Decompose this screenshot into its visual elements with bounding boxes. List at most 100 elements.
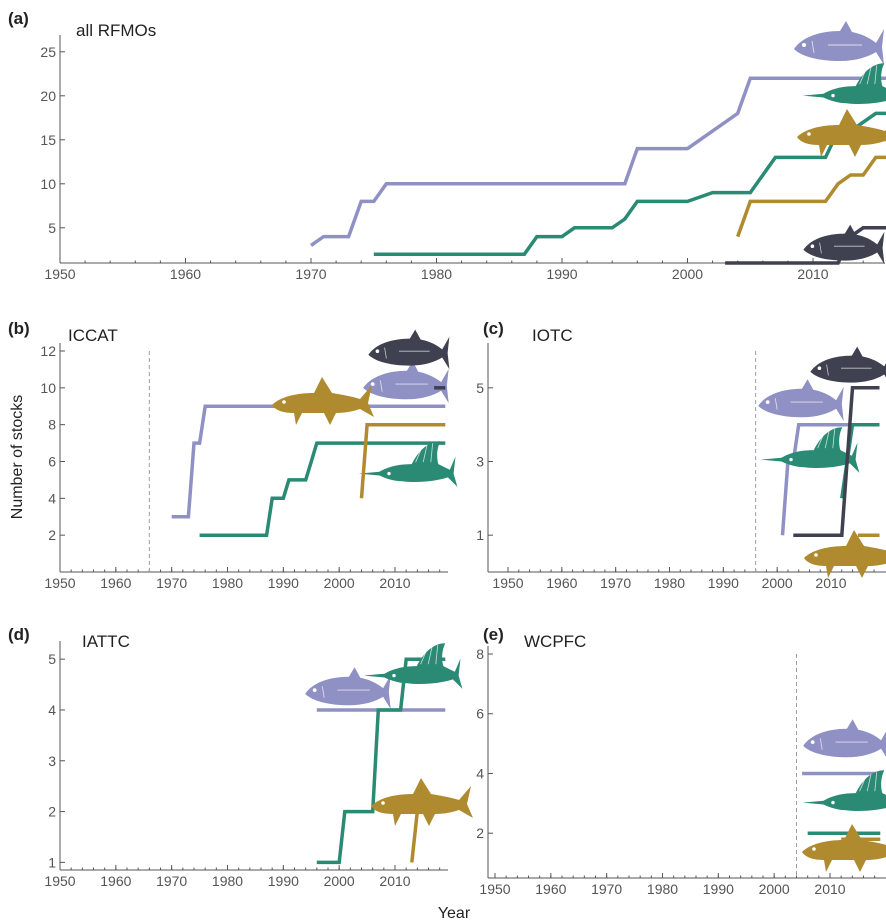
- tuna-icon: [803, 719, 886, 758]
- x-tick-label: 2010: [815, 575, 846, 591]
- shark-icon: [272, 377, 374, 425]
- panel-title: IATTC: [82, 632, 130, 651]
- panel-title: WCPFC: [524, 632, 586, 651]
- series-line-billfishes: [199, 441, 446, 537]
- series-line-sharks: [736, 155, 886, 238]
- sailfish-icon: [802, 770, 886, 811]
- tuna-icon: [803, 224, 885, 265]
- y-tick-label: 2: [48, 527, 56, 543]
- y-tick-label: 3: [48, 753, 56, 769]
- panel-title: all RFMOs: [76, 21, 156, 40]
- y-tick-label: 5: [48, 220, 56, 236]
- x-tick-label: 1960: [100, 873, 131, 889]
- tuna-icon: [305, 667, 391, 710]
- series-group: [309, 21, 886, 265]
- series-group: [171, 329, 458, 537]
- series-line-tunas: [309, 76, 886, 247]
- x-tick-label: 1980: [647, 881, 678, 897]
- y-tick-label: 20: [40, 88, 56, 104]
- x-tick-label: 2010: [379, 575, 410, 591]
- x-tick-label: 1960: [535, 881, 566, 897]
- y-tick-label: 2: [48, 804, 56, 820]
- y-tick-label: 6: [48, 454, 56, 470]
- series-line-tunas: [171, 404, 446, 519]
- x-tick-label: 1970: [600, 575, 631, 591]
- y-tick-label: 10: [40, 380, 56, 396]
- x-tick-label: 2000: [762, 575, 793, 591]
- x-tick-label: 1950: [44, 575, 75, 591]
- panel-c: (c) IOTC 1950 1960 1970 1980 1990 2000 2010 1 3 5: [476, 319, 886, 591]
- x-tick-label: 1980: [654, 575, 685, 591]
- x-tick-label: 1950: [44, 873, 75, 889]
- x-tick-label: 1970: [156, 575, 187, 591]
- series-line-dark: [793, 386, 880, 537]
- x-tick-label: 1990: [268, 873, 299, 889]
- series-group: [305, 643, 473, 865]
- x-tick-label: 1960: [170, 266, 201, 282]
- panel-label: (b): [8, 319, 30, 338]
- x-tick-label: 1960: [100, 575, 131, 591]
- x-tick-label: 1990: [268, 575, 299, 591]
- y-tick-label: 12: [40, 343, 56, 359]
- panel-e: (e) WCPFC 1950 1960 1970 1980 1990 2000 2010 2 4 6 8: [476, 625, 886, 897]
- x-tick-label: 1970: [295, 266, 326, 282]
- x-tick-label: 1950: [44, 266, 75, 282]
- sailfish-icon: [358, 441, 458, 487]
- x-tick-label: 1950: [492, 575, 523, 591]
- y-tick-label: 8: [48, 417, 56, 433]
- panel-b: (b) ICCAT 1950 1960 1970 1980 1990 2000 2010 2 4 6 8…: [8, 319, 458, 591]
- tuna-icon: [758, 379, 844, 422]
- panel-d: (d) IATTC 1950 1960 1970 1980 1990 2000 2010 1 2 3 4…: [8, 625, 473, 889]
- x-tick-label: 1990: [546, 266, 577, 282]
- y-tick-label: 1: [48, 854, 56, 870]
- y-tick-label: 6: [476, 706, 484, 722]
- panel-title: IOTC: [532, 326, 573, 345]
- x-tick-label: 2000: [324, 873, 355, 889]
- y-tick-label: 8: [476, 646, 484, 662]
- x-tick-label: 1990: [708, 575, 739, 591]
- x-tick-label: 1990: [703, 881, 734, 897]
- x-axis-label: Year: [438, 905, 471, 922]
- tuna-icon: [368, 329, 450, 370]
- x-tick-label: 1960: [546, 575, 577, 591]
- tuna-icon: [810, 346, 886, 383]
- sailfish-icon: [802, 63, 886, 104]
- shark-icon: [802, 824, 886, 872]
- y-tick-label: 4: [476, 765, 484, 781]
- y-axis-label: Number of stocks: [9, 395, 26, 519]
- y-tick-label: 5: [476, 380, 484, 396]
- panel-title: ICCAT: [68, 326, 118, 345]
- y-tick-label: 15: [40, 132, 56, 148]
- x-tick-label: 2000: [324, 575, 355, 591]
- x-tick-label: 2010: [797, 266, 828, 282]
- series-group: [758, 346, 886, 578]
- panel-label: (a): [8, 9, 29, 28]
- x-tick-label: 1950: [479, 881, 510, 897]
- y-tick-label: 3: [476, 454, 484, 470]
- panel-label: (d): [8, 625, 30, 644]
- x-tick-label: 2000: [672, 266, 703, 282]
- y-tick-label: 5: [48, 651, 56, 667]
- shark-icon: [371, 778, 473, 826]
- y-tick-label: 10: [40, 176, 56, 192]
- shark-icon: [797, 109, 886, 157]
- x-tick-label: 1970: [156, 873, 187, 889]
- tuna-icon: [363, 361, 449, 404]
- y-tick-label: 4: [48, 702, 56, 718]
- x-tick-label: 1970: [591, 881, 622, 897]
- sailfish-icon: [363, 643, 463, 689]
- x-tick-label: 1980: [212, 575, 243, 591]
- series-line-sharks: [359, 422, 446, 499]
- y-tick-label: 25: [40, 44, 56, 60]
- x-tick-label: 2000: [759, 881, 790, 897]
- x-tick-label: 2010: [379, 873, 410, 889]
- panel-label: (c): [483, 319, 504, 338]
- y-tick-label: 4: [48, 490, 56, 506]
- x-tick-label: 1980: [421, 266, 452, 282]
- y-tick-label: 2: [476, 825, 484, 841]
- tuna-icon: [794, 21, 884, 65]
- series-group: [802, 719, 886, 872]
- x-tick-label: 2010: [814, 881, 845, 897]
